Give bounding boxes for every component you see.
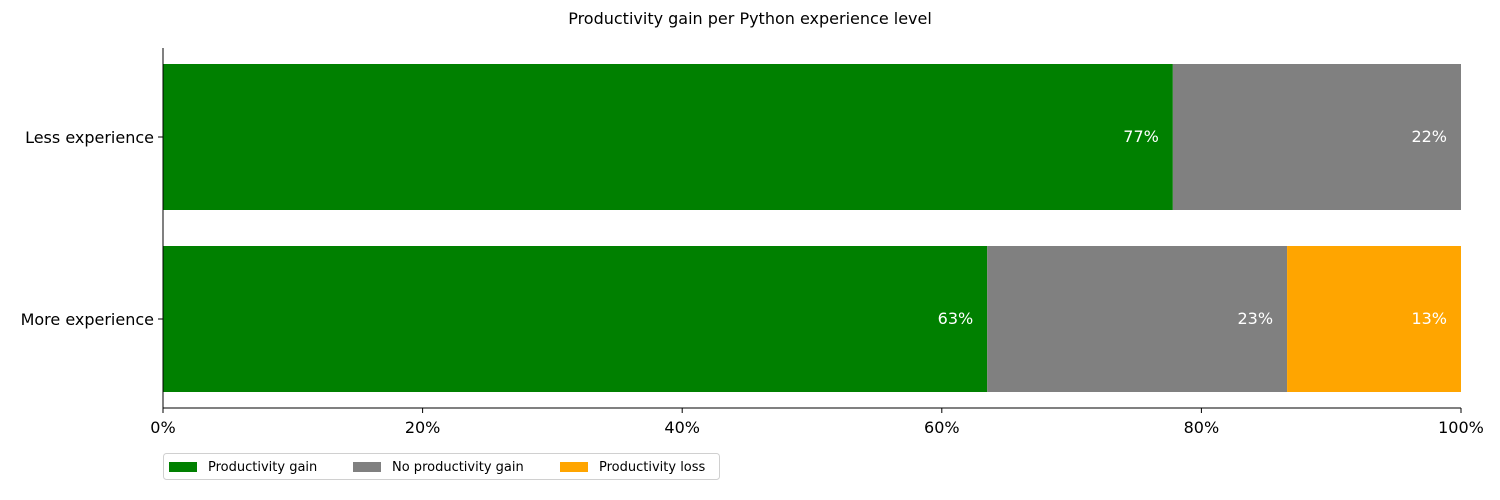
x-tick-label: 0% (150, 418, 175, 437)
bar-value-label: 63% (938, 309, 974, 328)
x-tick-label: 100% (1438, 418, 1484, 437)
bar-segment (1172, 64, 1461, 210)
bars-group (163, 64, 1461, 392)
legend-swatch (169, 462, 197, 472)
x-tick-label: 20% (405, 418, 441, 437)
legend-entry-label: Productivity loss (599, 460, 706, 475)
legend-swatch (560, 462, 588, 472)
y-category-label: Less experience (25, 128, 154, 147)
bar-segment (1287, 246, 1461, 392)
legend-entry-label: Productivity gain (208, 460, 317, 475)
legend-entry-label: No productivity gain (392, 460, 524, 475)
legend-frame (163, 453, 720, 480)
axes-group: 0% 20% 40% 60% 80% 100% Less experience More ex… (21, 48, 1484, 437)
x-tick-label: 60% (924, 418, 960, 437)
bar-segment (987, 246, 1288, 392)
bar-value-label: 22% (1411, 127, 1447, 146)
legend-swatch (353, 462, 381, 472)
bar-value-label: 23% (1238, 309, 1274, 328)
bar-value-label: 77% (1123, 127, 1159, 146)
chart-title: Productivity gain per Python experience … (568, 9, 932, 28)
bar-labels-group: 77% 22% 63% 23% 13% (938, 127, 1447, 328)
bar-segment (163, 246, 988, 392)
y-category-label: More experience (21, 310, 154, 329)
x-tick-label: 80% (1184, 418, 1220, 437)
bar-value-label: 13% (1411, 309, 1447, 328)
legend: Productivity gain No productivity gain Pro… (163, 453, 720, 480)
x-tick-label: 40% (664, 418, 700, 437)
bar-segment (163, 64, 1173, 210)
